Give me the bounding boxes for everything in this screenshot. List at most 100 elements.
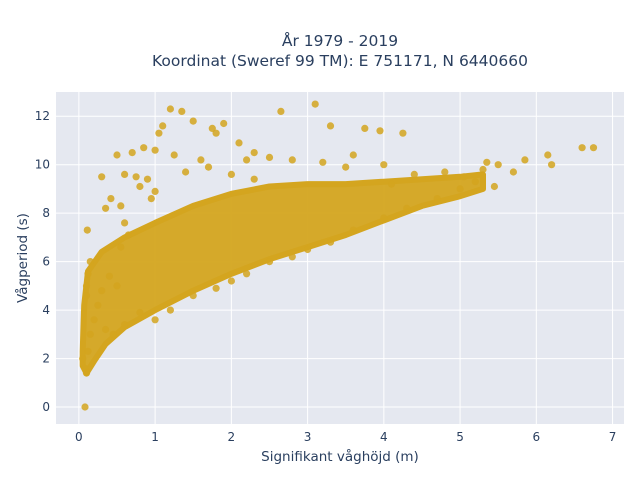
data-point	[208, 124, 216, 132]
data-point	[98, 173, 106, 181]
data-point	[102, 204, 110, 212]
x-tick-label: 7	[609, 430, 617, 444]
data-point	[90, 316, 98, 324]
data-point	[204, 163, 213, 171]
data-point	[265, 258, 274, 266]
x-tick-label: 0	[75, 430, 83, 444]
data-point	[243, 270, 251, 278]
data-point	[433, 195, 441, 203]
data-point	[170, 151, 178, 159]
data-point	[544, 151, 552, 159]
data-point	[483, 158, 491, 166]
data-point	[376, 127, 384, 135]
data-point	[86, 330, 94, 338]
y-tick-label: 8	[42, 206, 50, 220]
data-point	[380, 214, 388, 222]
data-point	[121, 219, 129, 227]
data-point	[121, 321, 129, 329]
data-point	[151, 316, 159, 324]
data-point	[82, 282, 91, 290]
y-tick-label: 12	[35, 109, 50, 123]
data-point	[479, 165, 487, 174]
data-point	[227, 277, 235, 285]
y-tick-label: 4	[42, 303, 50, 317]
data-point	[121, 170, 129, 178]
data-points	[79, 100, 598, 411]
data-point	[456, 185, 464, 193]
x-tick-label: 2	[228, 430, 236, 444]
x-tick-label: 1	[151, 430, 159, 444]
chart-title-line-2: Koordinat (Sweref 99 TM): E 751171, N 64…	[152, 52, 528, 70]
data-point	[166, 105, 174, 113]
data-point	[84, 270, 92, 278]
y-tick-label: 6	[42, 255, 50, 269]
data-point	[265, 153, 274, 161]
data-point	[349, 151, 357, 159]
data-point	[349, 226, 357, 234]
data-point	[250, 175, 258, 183]
data-point	[212, 129, 220, 137]
data-point	[151, 146, 159, 154]
data-point	[399, 129, 407, 137]
data-point	[151, 187, 159, 195]
data-point	[86, 258, 94, 266]
data-point	[132, 173, 140, 181]
data-point	[288, 156, 296, 164]
data-point	[124, 231, 132, 239]
data-point	[117, 243, 125, 251]
data-point	[304, 245, 312, 254]
data-point	[521, 156, 529, 164]
data-point	[387, 180, 396, 188]
data-point	[311, 100, 319, 108]
data-point	[113, 151, 121, 159]
data-point	[147, 195, 155, 203]
data-point	[250, 149, 258, 157]
x-tick-label: 3	[304, 430, 312, 444]
data-point	[136, 182, 144, 191]
data-point	[220, 119, 228, 128]
data-point	[243, 156, 251, 164]
data-point	[113, 282, 121, 290]
data-point	[277, 107, 285, 115]
data-point	[189, 292, 197, 300]
data-point	[342, 163, 350, 171]
data-point	[288, 253, 296, 261]
data-point	[109, 330, 117, 338]
data-point	[326, 122, 335, 130]
data-point	[94, 301, 102, 309]
data-point	[143, 175, 152, 183]
data-point	[107, 195, 115, 203]
data-point	[102, 325, 110, 334]
data-point	[380, 161, 388, 169]
x-axis-label: Signifikant våghöjd (m)	[261, 448, 419, 465]
data-point	[403, 204, 411, 212]
data-point	[83, 226, 91, 234]
data-point	[82, 369, 91, 377]
y-tick-label: 2	[42, 352, 50, 366]
data-point	[105, 272, 113, 280]
data-point	[182, 168, 190, 176]
data-point	[140, 144, 148, 152]
data-point	[98, 287, 106, 295]
data-point	[235, 139, 243, 147]
data-point	[548, 161, 556, 169]
data-point	[410, 170, 418, 178]
data-point	[441, 168, 449, 176]
y-tick-labels: 0 2 4 6 8 10 12	[35, 109, 50, 414]
data-point	[166, 306, 174, 314]
y-tick-label: 0	[42, 400, 50, 414]
y-axis-label: Vågperiod (s)	[14, 213, 31, 303]
data-point	[155, 129, 163, 137]
data-point	[79, 355, 87, 363]
data-point	[460, 173, 468, 181]
data-point	[227, 170, 235, 178]
data-point	[136, 308, 144, 317]
data-point	[578, 144, 586, 152]
data-point	[326, 238, 335, 246]
data-point	[159, 122, 167, 130]
data-point	[319, 158, 327, 166]
x-tick-label: 6	[533, 430, 541, 444]
x-tick-label: 5	[456, 430, 464, 444]
chart-title-line-1: År 1979 - 2019	[282, 31, 398, 50]
